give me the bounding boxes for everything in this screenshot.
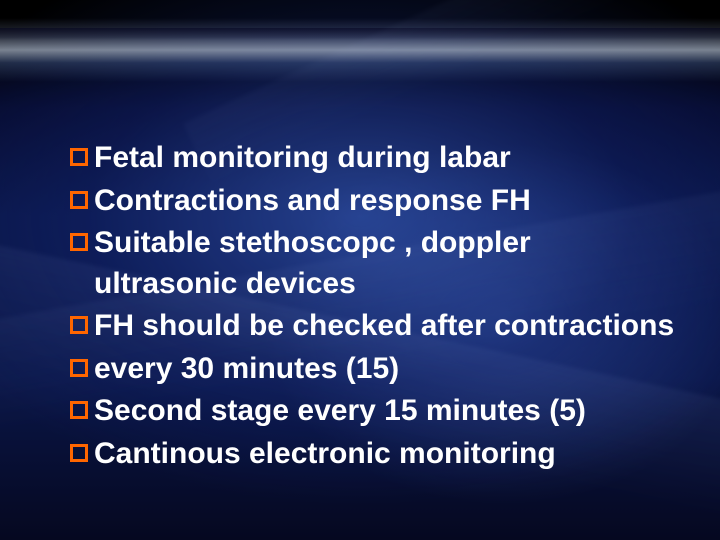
list-item: Second stage every 15 minutes (5)	[70, 391, 680, 432]
list-item-text: every 30 minutes (15)	[94, 349, 680, 390]
list-item: Fetal monitoring during labar	[70, 138, 680, 179]
square-bullet-icon	[70, 401, 88, 419]
list-item-text: Cantinous electronic monitoring	[94, 434, 680, 475]
square-bullet-icon	[70, 444, 88, 462]
list-item-text: Fetal monitoring during labar	[94, 138, 680, 179]
list-item-text: FH should be checked after contractions	[94, 306, 680, 347]
list-item-text: Suitable stethoscopc , doppler ultrasoni…	[94, 223, 680, 304]
square-bullet-icon	[70, 148, 88, 166]
list-item-text: Contractions and response FH	[94, 181, 680, 222]
list-item: Suitable stethoscopc , doppler ultrasoni…	[70, 223, 680, 304]
square-bullet-icon	[70, 233, 88, 251]
list-item: FH should be checked after contractions	[70, 306, 680, 347]
list-item: Contractions and response FH	[70, 181, 680, 222]
list-item: Cantinous electronic monitoring	[70, 434, 680, 475]
top-gloss-banner	[0, 18, 720, 82]
square-bullet-icon	[70, 316, 88, 334]
square-bullet-icon	[70, 359, 88, 377]
list-item-text: Second stage every 15 minutes (5)	[94, 391, 680, 432]
list-item: every 30 minutes (15)	[70, 349, 680, 390]
square-bullet-icon	[70, 191, 88, 209]
bullet-list: Fetal monitoring during labar Contractio…	[70, 138, 680, 476]
